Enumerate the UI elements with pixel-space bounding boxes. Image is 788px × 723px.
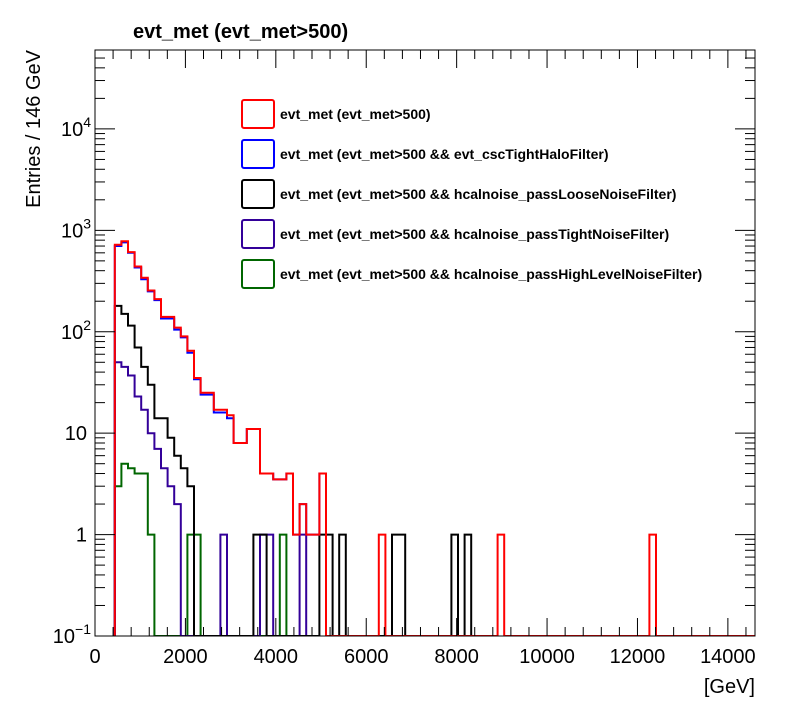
x-axis: 0 2000 4000 6000 8000 10000 12000 14000: [89, 50, 756, 668]
x-tick-label: 12000: [610, 646, 666, 668]
legend-swatch: [241, 219, 275, 249]
chart-title: evt_met (evt_met>500): [133, 21, 348, 43]
legend-swatch: [241, 259, 275, 289]
legend-swatch: [241, 179, 275, 209]
legend-swatch: [241, 139, 275, 169]
x-axis-label: [GeV]: [704, 676, 755, 698]
x-tick-label: 0: [89, 646, 100, 668]
histogram-series-5: [113, 462, 288, 636]
histogram-series-3: [113, 304, 473, 636]
y-axis-label: Entries / 146 GeV: [23, 49, 45, 208]
x-tick-label: 8000: [434, 646, 479, 668]
legend-label: evt_met (evt_met>500 && hcalnoise_passLo…: [280, 186, 676, 202]
legend-swatch: [241, 99, 275, 129]
legend-label: evt_met (evt_met>500 && hcalnoise_passTi…: [280, 226, 669, 242]
y-tick-label: 1: [76, 525, 87, 547]
legend-label: evt_met (evt_met>500 && evt_cscTightHalo…: [280, 146, 608, 162]
x-tick-label: 4000: [254, 646, 299, 668]
y-tick-label: 10−1: [53, 621, 91, 648]
y-axis: 10−1 1 10 102 103 104: [53, 49, 755, 648]
y-tick-label: 102: [61, 317, 91, 344]
legend: evt_met (evt_met>500) evt_met (evt_met>50…: [241, 99, 702, 289]
plot-frame: [94, 49, 756, 637]
y-tick-label: 103: [61, 215, 91, 242]
y-tick-label: 104: [61, 114, 91, 141]
legend-label: evt_met (evt_met>500): [280, 106, 431, 122]
x-tick-label: 2000: [163, 646, 208, 668]
x-tick-label: 10000: [519, 646, 575, 668]
y-tick-label: 10: [65, 423, 87, 445]
histogram-series-4: [113, 361, 308, 636]
histogram-series-1: [113, 240, 755, 636]
x-tick-label: 14000: [700, 646, 756, 668]
x-tick-label: 6000: [344, 646, 389, 668]
legend-label: evt_met (evt_met>500 && hcalnoise_passHi…: [280, 266, 702, 282]
